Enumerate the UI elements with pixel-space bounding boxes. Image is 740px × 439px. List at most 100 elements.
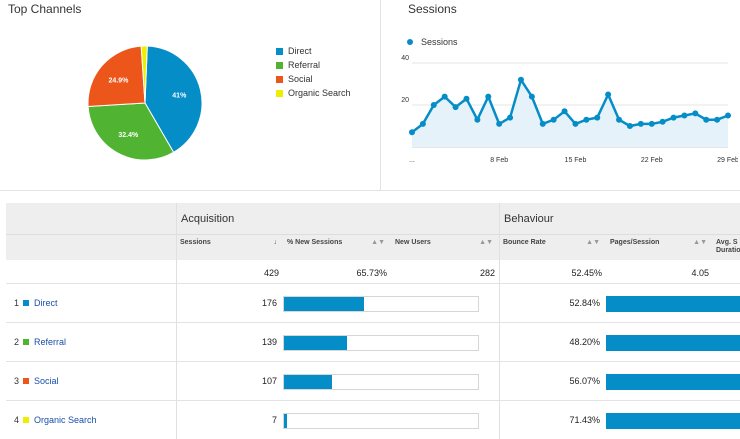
pie-slice-direct[interactable] — [144, 45, 203, 153]
sessions-legend-dot — [407, 39, 413, 45]
data-point[interactable] — [528, 93, 535, 100]
referral-swatch — [276, 61, 283, 69]
data-point[interactable] — [474, 116, 481, 123]
row-index: 1 — [14, 298, 20, 308]
data-point[interactable] — [583, 116, 590, 123]
channel-link[interactable]: Direct — [34, 298, 58, 308]
col-sessions[interactable]: Sessions ↓ — [176, 234, 283, 260]
channel-cell: 3 Social — [6, 362, 176, 400]
channel-cell: 2 Referral — [6, 323, 176, 361]
data-point[interactable] — [485, 93, 492, 100]
behaviour-group-header: Behaviour — [499, 203, 740, 234]
x-tick-label: 8 Feb — [490, 157, 508, 164]
pie-slice-label: 32.4% — [118, 132, 139, 139]
legend-item-direct[interactable]: Direct — [276, 44, 351, 58]
sessions-share-fill — [284, 413, 288, 428]
sessions-share-bar — [283, 295, 479, 312]
bounce-rate-value: 52.84% — [569, 298, 600, 308]
data-point[interactable] — [507, 114, 514, 121]
col-new-sessions[interactable]: % New Sessions ▲▼ — [283, 234, 391, 260]
bounce-rate-value: 71.43% — [569, 415, 600, 425]
pages-session-bar — [606, 334, 740, 351]
sessions-line-chart[interactable]: 40 20... 8 Feb 15 Feb 22 Feb 29 Feb — [398, 55, 738, 175]
col-pages-session[interactable]: Pages/Session ▲▼ — [606, 234, 713, 260]
data-point[interactable] — [594, 114, 601, 121]
channel-link[interactable]: Social — [34, 376, 59, 386]
x-tick-label: 29 Feb — [717, 157, 738, 164]
pie-slice-referral[interactable] — [87, 102, 175, 161]
sort-icon: ▲▼ — [693, 239, 707, 246]
column-divider — [176, 203, 177, 439]
col-avg-duration-label: Avg. S Duratio — [716, 239, 740, 254]
channel-cell: 1 Direct — [6, 284, 176, 322]
total-sessions: 429 — [263, 268, 279, 278]
sort-icon: ▲▼ — [479, 239, 493, 246]
sessions-area — [412, 79, 728, 147]
data-point[interactable] — [648, 120, 655, 127]
col-bounce-rate-label: Bounce Rate — [503, 239, 546, 246]
col-new-users[interactable]: New Users ▲▼ — [391, 234, 499, 260]
bounce-rate-value: 48.20% — [569, 337, 600, 347]
section-divider — [0, 190, 740, 191]
total-bounce-rate: 52.45% — [571, 268, 602, 278]
pie-slice-social[interactable] — [87, 45, 146, 107]
channel-link[interactable]: Referral — [34, 337, 67, 347]
channel-cell: 4 Organic Search — [6, 401, 176, 439]
x-tick-label: 15 Feb — [565, 157, 587, 164]
total-new-sessions: 65.73% — [356, 268, 387, 278]
sessions-share-fill — [284, 296, 364, 311]
pie-slice-organic-search[interactable] — [140, 45, 148, 104]
data-point[interactable] — [659, 118, 666, 125]
data-point[interactable] — [572, 120, 579, 127]
data-point[interactable] — [561, 108, 568, 115]
table-row: 4 Organic Search 7 71.43% — [6, 400, 740, 439]
total-pages-session: 4.05 — [691, 268, 709, 278]
data-point[interactable] — [670, 114, 677, 121]
col-bounce-rate[interactable]: Bounce Rate ▲▼ — [499, 234, 606, 260]
legend-item-social[interactable]: Social — [276, 72, 351, 86]
data-point[interactable] — [430, 102, 437, 108]
header-blank — [6, 203, 176, 234]
data-point[interactable] — [441, 93, 448, 100]
top-channels-title: Top Channels — [8, 2, 82, 16]
data-point[interactable] — [550, 116, 557, 123]
data-point[interactable] — [714, 116, 721, 123]
data-point[interactable] — [626, 123, 633, 129]
legend-item-referral[interactable]: Referral — [276, 58, 351, 72]
pie-chart[interactable]: 41% 32.4% 24.9% — [80, 38, 210, 168]
data-point[interactable] — [539, 120, 546, 127]
sessions-legend[interactable]: Sessions — [407, 37, 458, 47]
pages-session-bar — [606, 295, 740, 312]
channel-link[interactable]: Organic Search — [34, 415, 97, 425]
sort-desc-icon: ↓ — [273, 239, 278, 246]
panel-divider — [380, 0, 381, 190]
data-point[interactable] — [517, 76, 524, 83]
legend-item-organic-search[interactable]: Organic Search — [276, 86, 351, 100]
data-point[interactable] — [496, 120, 503, 127]
pie-legend: Direct Referral Social Organic Search — [276, 44, 351, 100]
social-swatch — [276, 75, 283, 83]
row-index: 4 — [14, 415, 20, 425]
col-avg-duration[interactable]: Avg. S Duratio — [713, 234, 740, 260]
data-point[interactable] — [703, 116, 710, 123]
data-point[interactable] — [419, 120, 426, 127]
sessions-title: Sessions — [408, 2, 457, 16]
legend-label: Referral — [288, 60, 321, 70]
data-point[interactable] — [725, 112, 731, 119]
table-row: 1 Direct 176 52.84% — [6, 283, 740, 322]
data-point[interactable] — [681, 112, 688, 119]
pages-session-bar — [606, 412, 740, 429]
legend-label: Direct — [288, 46, 312, 56]
data-point[interactable] — [605, 91, 612, 98]
data-point[interactable] — [409, 129, 415, 136]
data-point[interactable] — [463, 95, 470, 102]
data-point[interactable] — [637, 120, 644, 127]
col-pages-session-label: Pages/Session — [610, 239, 660, 246]
bounce-rate-value: 56.07% — [569, 376, 600, 386]
row-index: 2 — [14, 337, 20, 347]
col-sessions-label: Sessions — [180, 239, 211, 246]
data-point[interactable] — [616, 116, 623, 123]
table-row: 2 Referral 139 48.20% — [6, 322, 740, 361]
data-point[interactable] — [692, 110, 699, 117]
data-point[interactable] — [452, 104, 459, 111]
